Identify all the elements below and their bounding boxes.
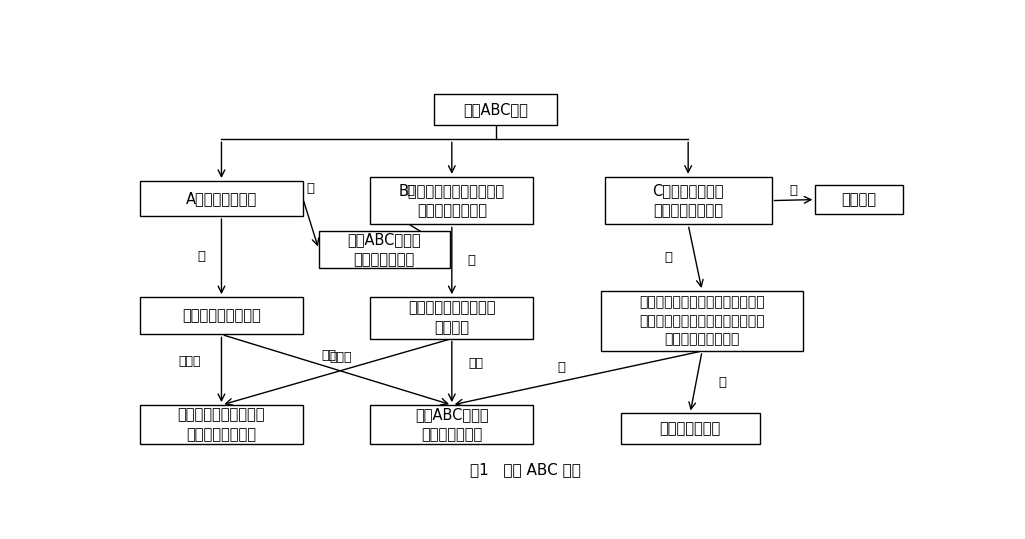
Text: 面罩给氧，简易呼吸器
通气给氧: 面罩给氧，简易呼吸器 通气给氧 [408, 300, 495, 335]
FancyBboxPatch shape [605, 177, 772, 224]
Text: C循环：意识不清
伴大动脉搏动消失: C循环：意识不清 伴大动脉搏动消失 [652, 183, 724, 218]
FancyBboxPatch shape [621, 413, 760, 445]
Text: 缓解: 缓解 [321, 349, 336, 362]
Text: A气道：气道梗阻: A气道：气道梗阻 [186, 191, 257, 206]
Text: 急诊ABC评估: 急诊ABC评估 [463, 102, 528, 117]
FancyBboxPatch shape [434, 94, 558, 125]
Text: 稳定ABC，继续
其他评估和处理: 稳定ABC，继续 其他评估和处理 [347, 232, 421, 267]
Text: 低血压或低灌注征象：大汗、皮肤
苍白、湿冷、小便失禁、晕厥、烦
躁、淡漠或意识不清: 低血压或低灌注征象：大汗、皮肤 苍白、湿冷、小便失禁、晕厥、烦 躁、淡漠或意识不… [640, 295, 765, 347]
Text: 未缓解: 未缓解 [178, 355, 201, 368]
Text: 疑似过敏性休克: 疑似过敏性休克 [659, 421, 721, 437]
FancyBboxPatch shape [370, 177, 533, 224]
FancyBboxPatch shape [319, 231, 450, 268]
Text: 有: 有 [718, 376, 726, 389]
FancyBboxPatch shape [140, 297, 303, 334]
Text: 无: 无 [664, 251, 672, 264]
FancyBboxPatch shape [370, 405, 533, 445]
FancyBboxPatch shape [601, 291, 804, 351]
Text: B呼吸：低氧，呼吸频率、
节律和深浅度异常: B呼吸：低氧，呼吸频率、 节律和深浅度异常 [399, 183, 505, 218]
Text: 有: 有 [789, 184, 797, 197]
Text: 稳定ABC，继续
其他评估和处理: 稳定ABC，继续 其他评估和处理 [415, 407, 489, 442]
Text: 心肺复苏: 心肺复苏 [842, 192, 876, 207]
Text: 清理气道，打开气道: 清理气道，打开气道 [182, 308, 260, 323]
FancyBboxPatch shape [140, 405, 303, 445]
Text: 无: 无 [306, 182, 315, 195]
FancyBboxPatch shape [140, 181, 303, 216]
Text: 无: 无 [557, 361, 565, 374]
Text: 有: 有 [198, 250, 206, 263]
FancyBboxPatch shape [370, 297, 533, 338]
Text: 有: 有 [467, 254, 476, 267]
Text: 简易呼吸器通气给氧，
评估建立人工气道: 简易呼吸器通气给氧， 评估建立人工气道 [177, 407, 265, 442]
FancyBboxPatch shape [815, 185, 903, 214]
Text: 未缓解: 未缓解 [329, 351, 352, 364]
Text: 图1   急诊 ABC 评估: 图1 急诊 ABC 评估 [469, 462, 581, 478]
Text: 无: 无 [406, 184, 414, 197]
Text: 缓解: 缓解 [468, 357, 483, 370]
